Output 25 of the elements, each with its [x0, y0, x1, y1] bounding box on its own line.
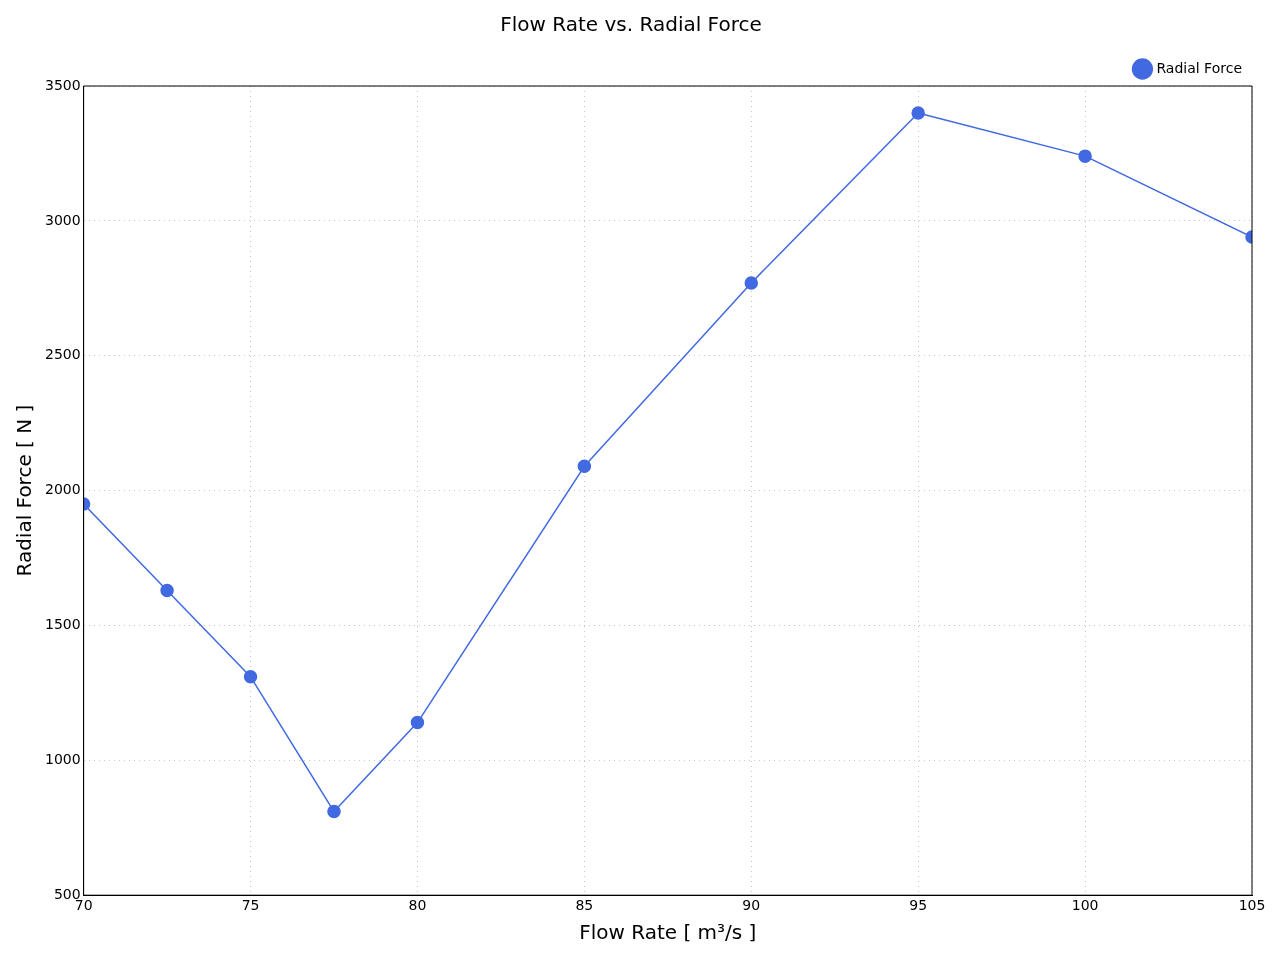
x-tick-label: 75 [241, 897, 260, 914]
y-tick-label: 3500 [44, 76, 81, 93]
point [410, 715, 425, 730]
y-tick-label: 2000 [44, 481, 81, 498]
point [1078, 149, 1092, 163]
point [327, 804, 341, 819]
x-tick-label: 90 [742, 897, 761, 914]
x-axis-title: Flow Rate [ m³/s ] [579, 920, 757, 945]
point [243, 669, 258, 684]
point [911, 106, 925, 120]
point [744, 276, 759, 290]
point [577, 459, 592, 474]
point [160, 583, 174, 598]
x-tick-label: 85 [575, 897, 594, 914]
chart-title: Flow Rate vs. Radial Force [500, 12, 762, 37]
y-tick-label: 1500 [44, 616, 81, 633]
x-tick-label: 80 [408, 897, 427, 914]
y-tick-label: 1000 [44, 750, 81, 767]
y-tick-label: 2500 [44, 346, 81, 363]
x-tick-label: 105 [1238, 897, 1266, 914]
y-axis-title: Radial Force [ N ] [12, 404, 37, 577]
y-tick-label: 3000 [44, 211, 81, 228]
legend-label: Radial Force [1156, 59, 1243, 76]
x-tick-label: 100 [1071, 897, 1099, 914]
x-tick-label: 95 [909, 897, 928, 914]
